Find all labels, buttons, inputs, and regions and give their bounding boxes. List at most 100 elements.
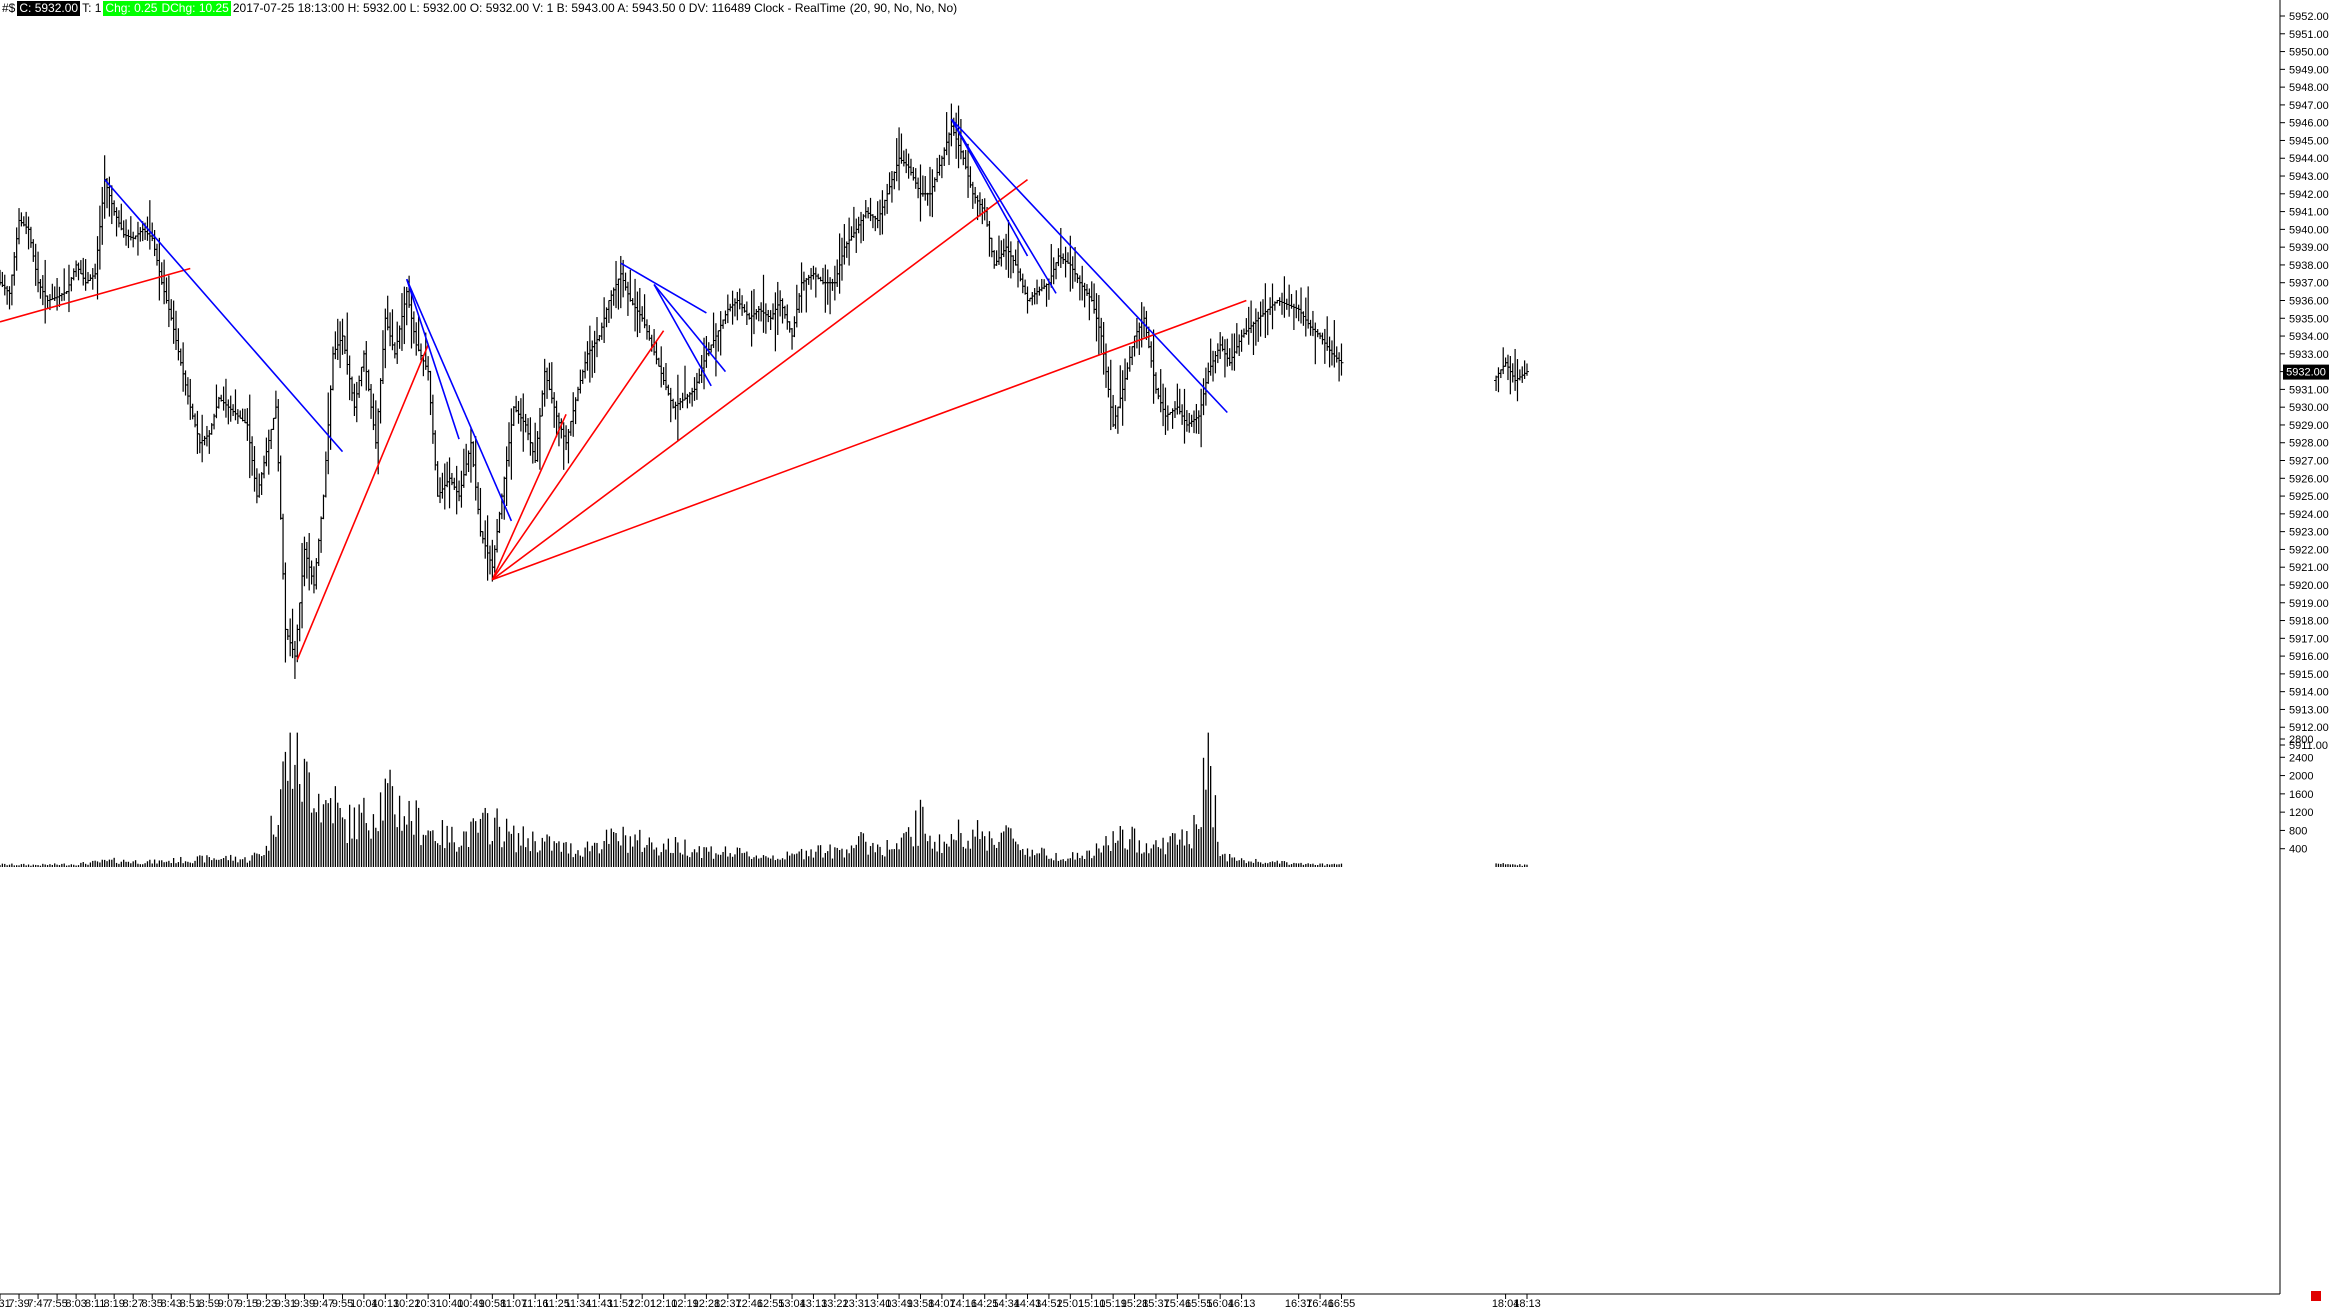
price-axis[interactable]: 5952.00 5951.00 5950.00 5949.00 5948.00 5947.… xyxy=(2280,11,2329,752)
ohlc-bar xyxy=(568,420,573,436)
price-tick-label: 5922.00 xyxy=(2289,544,2329,556)
ohlc-bar xyxy=(1192,410,1197,434)
ohlc-bar xyxy=(483,520,488,559)
ohlc-bar xyxy=(549,362,554,404)
ohlc-bar xyxy=(366,369,371,392)
ohlc-bar xyxy=(17,208,22,245)
status-indicator-icon[interactable] xyxy=(2311,1291,2321,1301)
price-tick-label: 5947.00 xyxy=(2289,100,2329,112)
ohlc-bar xyxy=(330,346,335,391)
ohlc-bar xyxy=(970,181,975,209)
price-tick-label: 5914.00 xyxy=(2289,687,2329,699)
ohlc-bar xyxy=(181,342,186,392)
ohlc-bar xyxy=(866,207,871,219)
ohlc-bar xyxy=(787,321,792,333)
price-tick-label: 5936.00 xyxy=(2289,295,2329,307)
ohlc-bar xyxy=(276,399,281,472)
time-tick-label: 12:37 xyxy=(714,1298,742,1310)
ohlc-bar xyxy=(792,316,797,338)
ohlc-bar xyxy=(304,542,309,579)
trendline-blue[interactable] xyxy=(405,278,513,522)
ohlc-bar xyxy=(202,435,207,446)
trendlines[interactable] xyxy=(0,118,1247,660)
ohlc-bar xyxy=(1215,343,1220,364)
ohlc-bar xyxy=(578,369,583,394)
ohlc-bar xyxy=(1320,332,1325,345)
trendline-red[interactable] xyxy=(0,267,191,323)
ohlc-bar xyxy=(1118,365,1123,409)
ohlc-bar xyxy=(599,322,604,340)
ohlc-bar xyxy=(916,177,921,199)
ohlc-bar xyxy=(433,430,438,471)
time-tick-label: 13:40 xyxy=(864,1298,892,1310)
ohlc-bar xyxy=(811,265,816,280)
ohlc-bar xyxy=(188,378,193,420)
ohlc-bar xyxy=(1201,378,1206,416)
trendline-red[interactable] xyxy=(491,413,567,580)
trendline-blue[interactable] xyxy=(950,118,1057,294)
ohlc-bar xyxy=(1044,283,1049,307)
ohlc-bar xyxy=(445,461,450,488)
time-tick-label: 13:22 xyxy=(821,1298,849,1310)
trendline-red[interactable] xyxy=(491,178,1028,581)
ohlc-bar xyxy=(1165,405,1170,431)
ohlc-bar xyxy=(847,217,852,266)
ticks-text: T: 1 xyxy=(82,0,102,15)
ohlc-bar xyxy=(542,358,547,407)
ohlc-bar xyxy=(1175,383,1180,415)
ohlc-bar xyxy=(1211,350,1216,382)
last-price-marker: 5932.00 xyxy=(2283,364,2329,380)
ohlc-bar xyxy=(889,170,894,203)
price-tick-label: 5948.00 xyxy=(2289,82,2329,94)
ohlc-bar xyxy=(138,227,143,242)
trendline-blue[interactable] xyxy=(950,118,1029,257)
ohlc-bar xyxy=(7,286,12,310)
price-tick-label: 5929.00 xyxy=(2289,420,2329,432)
trendline-blue[interactable] xyxy=(405,278,460,440)
trendline-blue[interactable] xyxy=(104,179,344,453)
trendline-blue[interactable] xyxy=(653,284,712,387)
time-tick-label: 9:55 xyxy=(332,1298,353,1310)
trendline-blue[interactable] xyxy=(620,262,707,314)
time-tick-label: 13:13 xyxy=(800,1298,828,1310)
ohlc-bar xyxy=(825,269,830,305)
ohlc-bar xyxy=(771,303,776,320)
time-tick-label: 18:04 xyxy=(1492,1298,1520,1310)
ohlc-bar xyxy=(566,428,571,464)
ohlc-bar xyxy=(174,310,179,350)
ohlc-bar xyxy=(1070,256,1075,289)
ohlc-bar xyxy=(285,628,290,640)
ohlc-bar xyxy=(461,448,466,488)
ohlc-bar xyxy=(725,294,730,324)
ohlc-bar xyxy=(14,227,19,271)
ohlc-bar xyxy=(806,274,811,285)
ohlc-bar xyxy=(319,516,324,553)
trendline-blue[interactable] xyxy=(653,283,727,373)
ohlc-bar xyxy=(369,384,374,419)
trendline-red[interactable] xyxy=(491,330,665,581)
ohlc-bar xyxy=(166,275,171,328)
trendline-blue[interactable] xyxy=(950,118,1228,414)
time-tick-label: 14:16 xyxy=(950,1298,978,1310)
ohlc-bar xyxy=(1494,375,1499,392)
ohlc-bar xyxy=(169,299,174,321)
ohlc-bar xyxy=(485,515,490,581)
price-tick-label: 5938.00 xyxy=(2289,260,2329,272)
time-tick-label: 14:34 xyxy=(992,1298,1020,1310)
ohlc-bar xyxy=(86,272,91,284)
ohlc-bar xyxy=(221,386,226,411)
ohlc-bar xyxy=(1099,317,1104,354)
ohlc-bar xyxy=(982,198,987,221)
ohlc-bar xyxy=(383,308,388,369)
trendline-red[interactable] xyxy=(492,299,1247,581)
ohlc-bar xyxy=(411,311,416,344)
trendline-red[interactable] xyxy=(296,344,429,660)
ohlc-bar xyxy=(1006,219,1011,278)
time-tick-label: 7:47 xyxy=(27,1298,48,1310)
ohlc-bar xyxy=(473,436,478,501)
time-axis[interactable]: 7:317:397:477:558:038:118:198:278:358:43… xyxy=(0,1294,1541,1310)
ohlc-bar xyxy=(587,325,592,383)
ohlc-bar xyxy=(625,281,630,316)
ohlc-bar xyxy=(820,267,825,285)
